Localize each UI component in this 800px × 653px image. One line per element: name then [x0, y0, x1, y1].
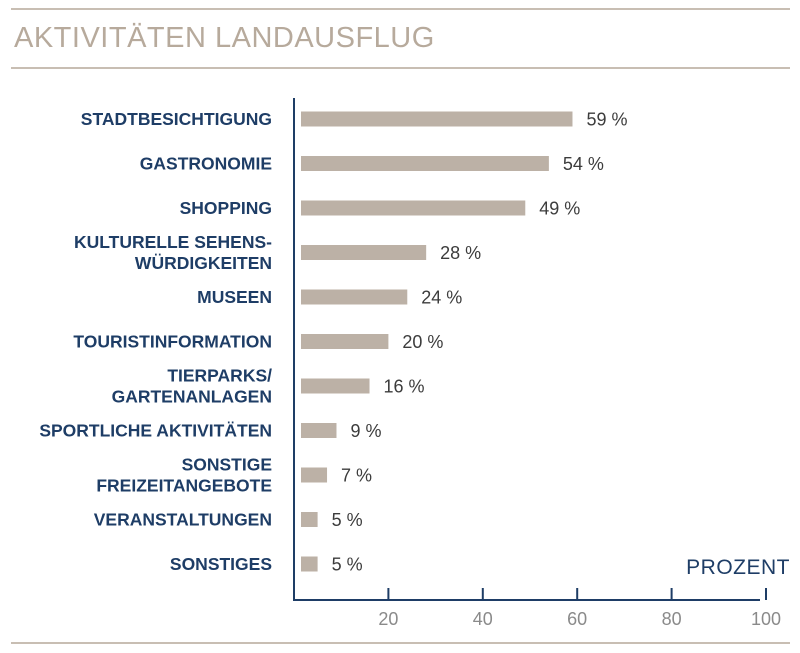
bar [301, 512, 318, 527]
chart-title: AKTIVITÄTEN LANDAUSFLUG [14, 22, 435, 54]
category-label: GARTENANLAGEN [112, 387, 272, 407]
category-label: WÜRDIGKEITEN [135, 253, 272, 273]
bar [301, 156, 549, 171]
value-label: 24 % [421, 288, 462, 308]
x-tick-label: 60 [567, 609, 587, 629]
bar [301, 378, 370, 394]
category-label: VERANSTALTUNGEN [94, 510, 272, 530]
category-label: SONSTIGES [170, 554, 272, 574]
value-label: 5 % [332, 510, 363, 530]
bottom-rule [11, 642, 790, 644]
value-label: 59 % [586, 110, 627, 130]
bar [301, 200, 526, 216]
unit-label: PROZENT [686, 556, 790, 579]
category-label: TOURISTINFORMATION [73, 332, 272, 352]
x-tick-label: 40 [473, 609, 493, 629]
category-label: GASTRONOMIE [140, 154, 272, 174]
category-label: MUSEEN [197, 287, 272, 307]
value-label: 5 % [332, 555, 363, 575]
category-label: SPORTLICHE AKTIVITÄTEN [39, 421, 272, 441]
value-label: 9 % [350, 421, 381, 441]
bar [301, 111, 573, 127]
category-label: KULTURELLE SEHENS- [74, 232, 272, 252]
top-rule [11, 8, 790, 10]
category-label: SONSTIGE [182, 455, 272, 475]
x-tick-label: 100 [751, 609, 781, 629]
bar [301, 289, 408, 305]
value-label: 49 % [539, 199, 580, 219]
bar [301, 334, 389, 349]
category-label: STADTBESICHTIGUNG [81, 109, 272, 129]
value-label: 16 % [384, 377, 425, 397]
bar [301, 556, 318, 572]
value-label: 7 % [341, 466, 372, 486]
x-tick-label: 80 [662, 609, 682, 629]
x-tick-label: 20 [378, 609, 398, 629]
bar [301, 245, 427, 260]
bar [301, 467, 328, 483]
category-label: TIERPARKS/ [167, 366, 272, 386]
category-label: SHOPPING [180, 198, 272, 218]
category-label: FREIZEITANGEBOTE [96, 476, 272, 496]
bar [301, 423, 337, 438]
title-rule [11, 67, 790, 69]
value-label: 20 % [402, 332, 443, 352]
value-label: 54 % [563, 154, 604, 174]
value-label: 28 % [440, 243, 481, 263]
